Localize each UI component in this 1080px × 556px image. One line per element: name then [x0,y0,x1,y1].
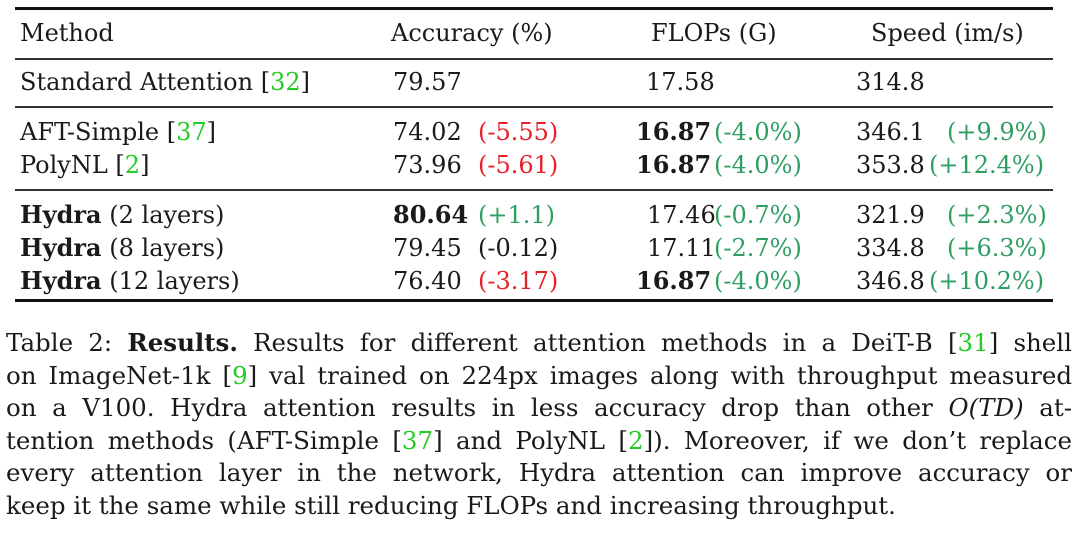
math-expression: O(TD) [948,393,1024,422]
method-cell: Hydra (2 layers) [20,200,224,230]
speed-value: 314.8 [856,68,925,96]
accuracy-value: 80.64 [393,200,469,229]
method-name: Hydra [20,233,102,262]
accuracy-delta: (+1.1) [478,201,556,229]
header-accuracy: Accuracy (%) [391,19,553,47]
speed-delta: (+2.3%) [947,201,1047,229]
flops-delta: (-0.7%) [714,201,802,229]
caption-text: ] val trained on 224px images along with… [247,360,1072,390]
accuracy-value: 73.96 [393,151,462,179]
speed-delta: (+10.2%) [929,267,1045,295]
flops-delta: (-4.0%) [714,118,802,146]
caption-line: every attention layer in the network, Hy… [6,458,1072,487]
flops-delta: (-4.0%) [714,151,802,179]
speed-value: 346.1 [856,118,925,146]
caption-text: ] shell [988,328,1072,357]
method-cell: AFT-Simple [37] [20,118,217,146]
caption-line: on a V100. Hydra attention results in le… [6,392,1072,425]
speed-value: 353.8 [856,151,925,179]
header-method: Method [20,19,114,47]
flops-value: 17.58 [646,68,715,96]
citation-link[interactable]: 2 [124,151,141,179]
top-rule [15,7,1053,10]
flops-value: 16.87 [636,117,712,146]
citation-link[interactable]: 37 [401,425,434,455]
speed-delta: (+9.9%) [947,118,1047,146]
caption-line: keep it the same while still reducing FL… [6,490,896,520]
flops-value: 17.46 [647,201,716,229]
caption-title: Results. [127,328,238,357]
caption-text: on a V100. Hydra attention results in le… [6,393,949,422]
speed-delta: (+12.4%) [929,151,1045,179]
caption-line: on ImageNet-1k [9] val trained on 224px … [6,360,1072,393]
accuracy-value: 74.02 [393,118,462,146]
method-cell: Hydra (8 layers) [20,233,224,263]
method-cell: PolyNL [2] [20,151,150,179]
caption-line: tention methods (AFT-Simple [37] and Pol… [6,425,1072,458]
method-label: PolyNL [20,151,108,179]
speed-delta: (+6.3%) [947,234,1047,262]
caption-text: tention methods (AFT-Simple [ [6,425,402,455]
caption-text: at- [1023,393,1072,422]
accuracy-delta: (-0.12) [478,234,559,262]
citation-link[interactable]: 9 [232,360,248,390]
citation-link[interactable]: 37 [176,118,207,146]
flops-value: 16.87 [636,266,712,295]
header-flops: FLOPs (G) [651,19,777,47]
bottom-rule [15,299,1053,302]
table-caption: Table 2: Results. Results for different … [6,327,1072,522]
baseline-rule [15,106,1053,108]
caption-text: on ImageNet-1k [ [6,360,233,390]
caption-text: ]). Moreover, if we don’t replace [643,425,1072,455]
caption-label: Table 2: [6,328,113,357]
group-rule [15,189,1053,191]
citation-link[interactable]: 2 [627,425,644,455]
flops-delta: (-2.7%) [714,234,802,262]
method-label: Standard Attention [20,68,254,96]
flops-value: 16.87 [636,150,712,179]
citation-link[interactable]: 32 [270,68,301,96]
method-label: (8 layers) [109,234,225,262]
accuracy-delta: (-3.17) [478,267,559,295]
method-label: AFT-Simple [20,118,160,146]
header-speed: Speed (im/s) [871,19,1024,47]
flops-value: 17.11 [647,234,716,262]
speed-value: 321.9 [856,201,925,229]
caption-text: Results for different attention methods … [253,328,958,357]
method-label: (12 layers) [109,267,240,295]
method-name: Hydra [20,266,102,295]
method-cell: Standard Attention [32] [20,68,310,96]
accuracy-delta: (-5.55) [478,118,559,146]
accuracy-value: 79.45 [393,234,462,262]
header-rule [15,58,1053,60]
speed-value: 334.8 [856,234,925,262]
citation-link[interactable]: 31 [957,328,989,357]
caption-line: Table 2: Results. Results for different … [6,327,1072,360]
accuracy-value: 79.57 [393,68,462,96]
flops-delta: (-4.0%) [714,267,802,295]
method-cell: Hydra (12 layers) [20,266,240,296]
accuracy-value: 76.40 [393,267,462,295]
speed-value: 346.8 [856,267,925,295]
caption-text: ] and PolyNL [ [433,425,628,455]
accuracy-delta: (-5.61) [478,151,559,179]
method-label: (2 layers) [109,201,225,229]
method-name: Hydra [20,200,102,229]
